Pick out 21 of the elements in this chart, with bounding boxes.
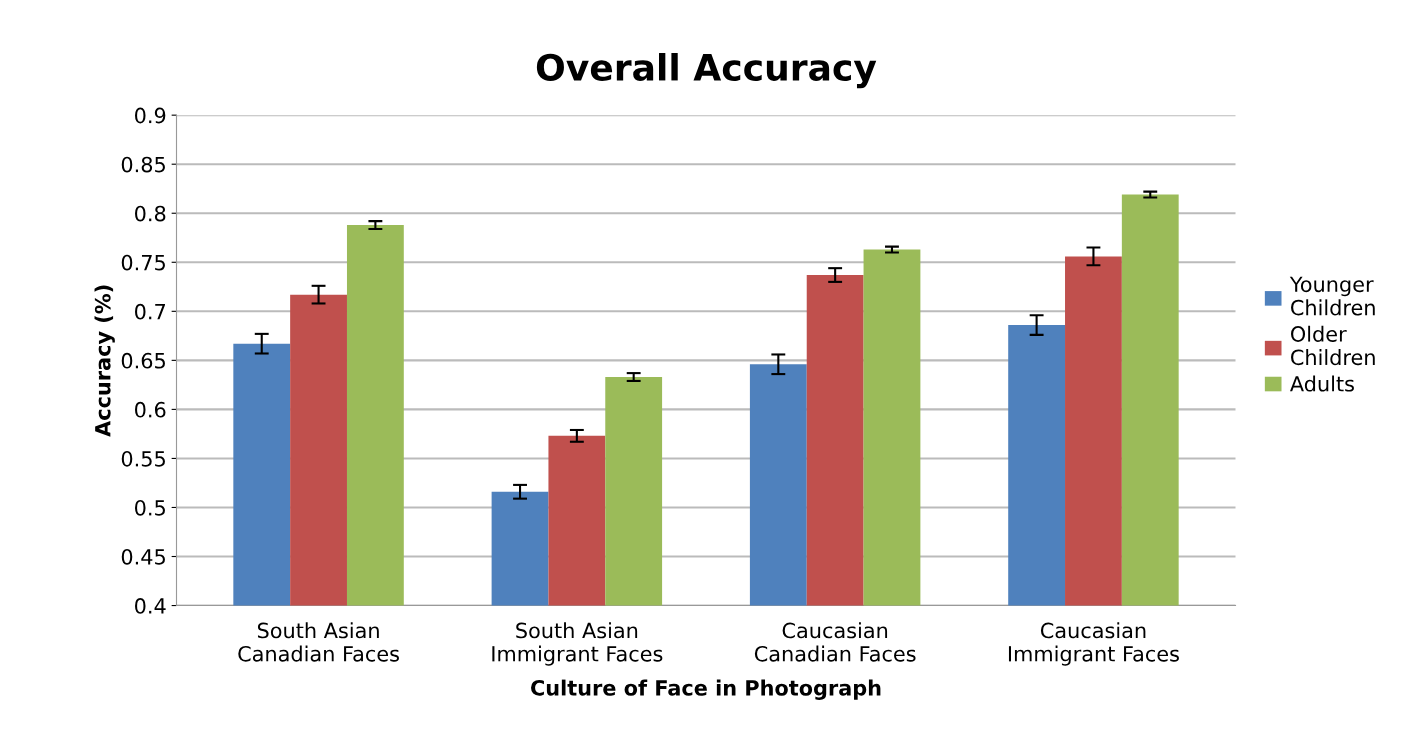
y-tick-label: 0.8: [135, 205, 166, 222]
y-tick-label: 0.4: [135, 598, 166, 614]
x-tick-label: South Asian Canadian Faces: [238, 622, 399, 662]
x-tick-label: Caucasian Canadian Faces: [754, 622, 916, 662]
x-tick-label: Caucasian Immigrant Faces: [1008, 622, 1179, 666]
y-tick-label: 0.65: [121, 352, 165, 369]
y-tick-label: 0.85: [121, 156, 165, 173]
y-tick-label: 0.5: [135, 499, 165, 516]
legend-label: Adults: [1290, 375, 1354, 392]
y-tick-label: 0.75: [121, 254, 165, 271]
legend-label: Older Children: [1291, 325, 1375, 366]
y-tick-label: 0.9: [135, 107, 166, 124]
y-tick-label: 0.45: [121, 548, 165, 565]
y-axis-title: Accuracy (%): [94, 285, 115, 437]
x-axis-title: Culture of Face in Photograph: [531, 679, 881, 700]
x-tick-label: South Asian Immigrant Faces: [492, 622, 663, 666]
y-tick-label: 0.6: [135, 401, 166, 418]
y-tick-label: 0.7: [135, 303, 165, 320]
y-tick-label: 0.55: [121, 450, 165, 467]
legend-label: Younger Children: [1289, 276, 1375, 316]
chart-title: Overall Accuracy: [536, 53, 877, 89]
